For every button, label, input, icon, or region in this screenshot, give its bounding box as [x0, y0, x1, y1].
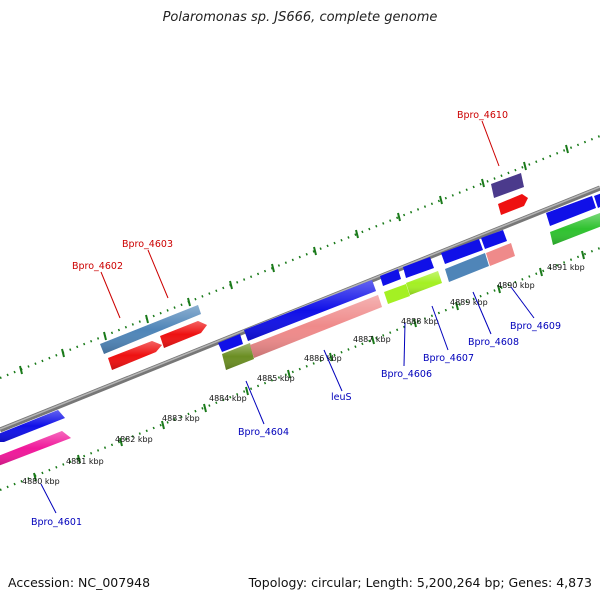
- scale-label: 4887 kbp: [353, 335, 391, 344]
- gene-right-edge[interactable]: [546, 193, 600, 245]
- gene-label-bpro-4610: Bpro_4610: [457, 110, 508, 121]
- scale-label: 4880 kbp: [22, 477, 60, 486]
- topology-text: Topology: circular; Length: 5,200,264 bp…: [248, 575, 592, 590]
- scale-labels: 4880 kbp 4881 kbp 4882 kbp 4883 kbp 4884…: [22, 263, 585, 486]
- gene-bpro-4601[interactable]: [0, 410, 71, 466]
- gene-label-bpro-4606: Bpro_4606: [381, 369, 432, 380]
- gene-bpro-4608[interactable]: [441, 230, 515, 282]
- callout-lines: [40, 120, 535, 514]
- scale-label: 4891 kbp: [547, 263, 585, 272]
- gene-label-bpro-4604: Bpro_4604: [238, 427, 289, 438]
- scale-label: 4883 kbp: [162, 414, 200, 423]
- gene-bpro-4606-4607[interactable]: [380, 257, 442, 304]
- scale-label: 4885 kbp: [257, 374, 295, 383]
- scale-label: 4889 kbp: [450, 298, 488, 307]
- scale-label: 4882 kbp: [115, 435, 153, 444]
- gene-label-bpro-4602: Bpro_4602: [72, 261, 123, 272]
- map-title: Polaromonas sp. JS666, complete genome: [162, 10, 438, 25]
- outer-tick-ruler: [0, 134, 600, 380]
- gene-label-bpro-4607: Bpro_4607: [423, 353, 474, 364]
- genome-backbone-highlight: [0, 186, 600, 430]
- gene-label-bpro-4603: Bpro_4603: [122, 239, 173, 250]
- scale-label: 4881 kbp: [66, 457, 104, 466]
- outer-major-ticks: [19, 144, 569, 375]
- gene-label-bpro-4608: Bpro_4608: [468, 337, 519, 348]
- gene-label-bpro-4601: Bpro_4601: [31, 517, 82, 528]
- gene-bpro-4610[interactable]: [491, 173, 528, 215]
- gene-label-bpro-4609: Bpro_4609: [510, 321, 561, 332]
- scale-label: 4890 kbp: [497, 281, 535, 290]
- accession-text: Accession: NC_007948: [8, 575, 151, 590]
- gene-label-leus: leuS: [331, 392, 352, 403]
- gene-labels: Bpro_4602 Bpro_4603 Bpro_4610 Bpro_4601 …: [31, 110, 561, 528]
- scale-label: 4886 kbp: [304, 354, 342, 363]
- inner-tick-ruler: [0, 246, 600, 492]
- gene-bpro-4602-4603[interactable]: [100, 305, 207, 370]
- gene-leus[interactable]: [244, 280, 382, 358]
- gene-bpro-4604[interactable]: [218, 334, 254, 370]
- scale-label: 4884 kbp: [209, 394, 247, 403]
- scale-label: 4888 kbp: [401, 317, 439, 326]
- inner-major-ticks: [33, 250, 585, 482]
